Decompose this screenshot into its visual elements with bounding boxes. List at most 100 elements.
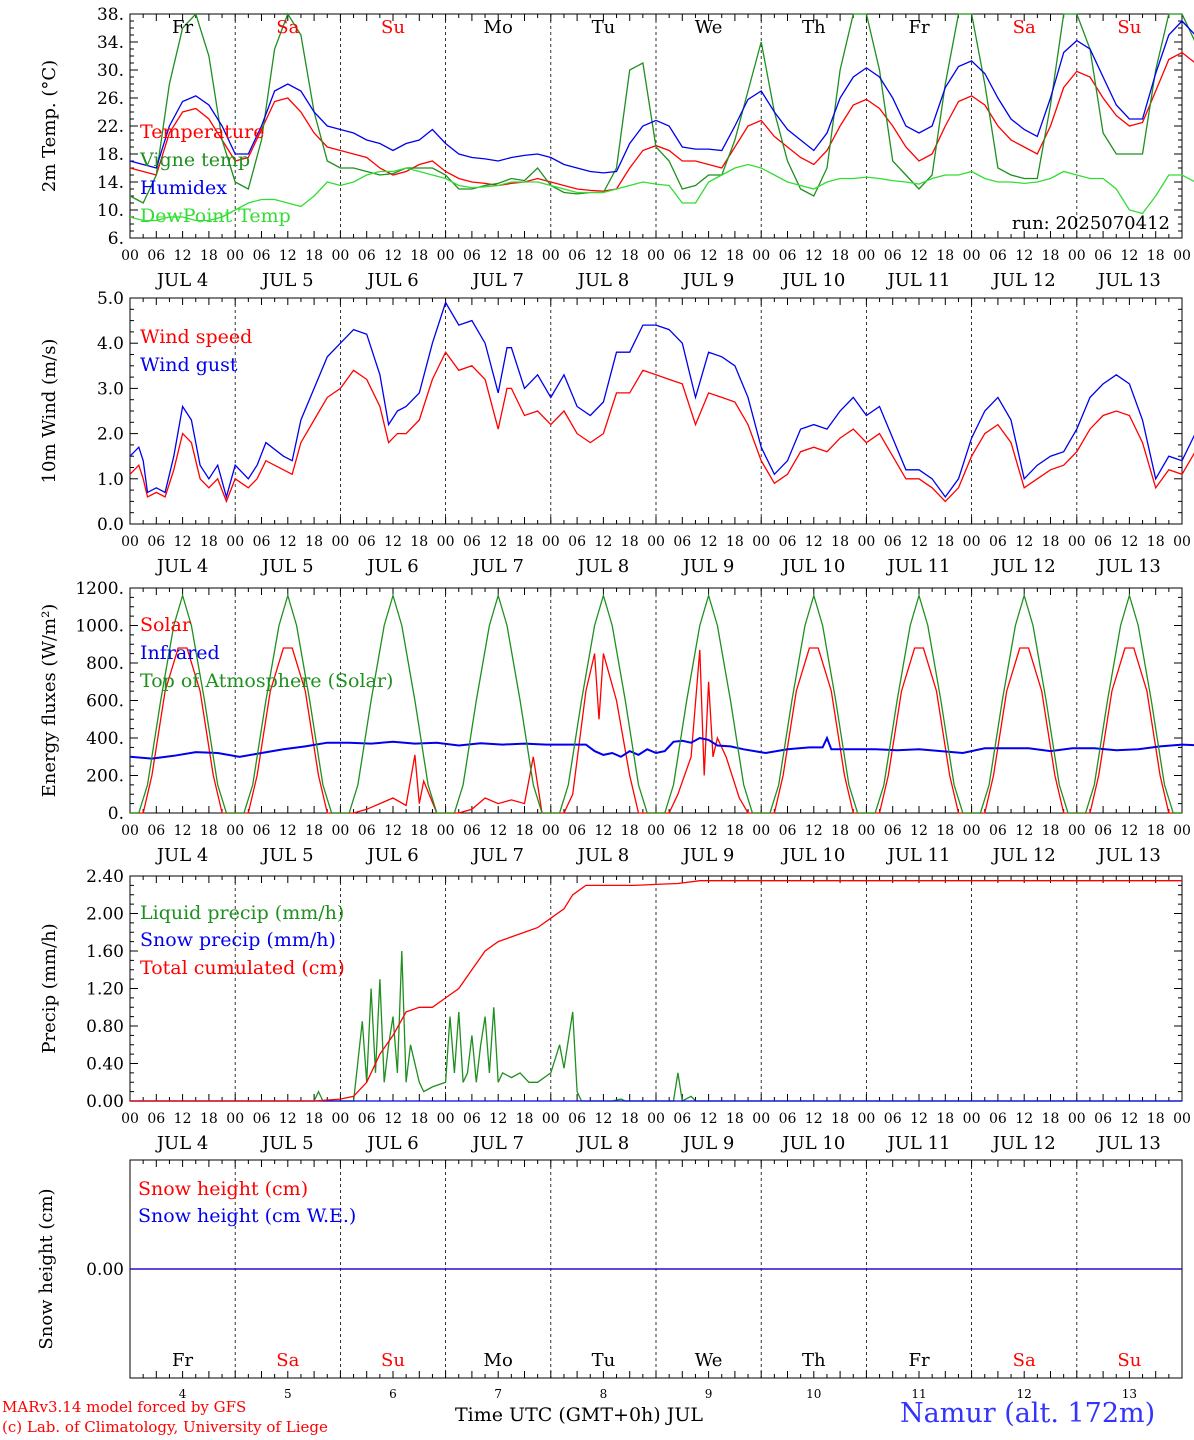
y-tick-label: 1.60 <box>86 942 124 962</box>
y-tick-label: 1.20 <box>86 980 124 1000</box>
hour-tick-label: 00 <box>542 823 560 839</box>
hour-tick-label: 06 <box>779 1111 797 1127</box>
y-tick-label: 10. <box>97 201 124 221</box>
hour-tick-label: 06 <box>463 823 481 839</box>
hour-tick-label: 12 <box>805 1111 823 1127</box>
legend-entry: Snow height (cm) <box>138 1178 308 1200</box>
series-line <box>129 20 1194 174</box>
hour-tick-label: 06 <box>1094 1111 1112 1127</box>
date-label: JUL 6 <box>365 556 419 577</box>
day-name-label: Fr <box>172 17 193 38</box>
hour-tick-label: 18 <box>200 534 218 550</box>
date-label: JUL 8 <box>576 1133 630 1154</box>
hour-tick-label: 12 <box>1015 823 1033 839</box>
hour-tick-label: 06 <box>989 823 1007 839</box>
legend-entry: Snow height (cm W.E.) <box>138 1205 356 1227</box>
legend-entry: Vigne temp <box>139 149 250 171</box>
hour-tick-label: 18 <box>621 1111 639 1127</box>
day-name-label: Su <box>381 1350 405 1371</box>
hour-tick-label: 12 <box>700 823 718 839</box>
hour-tick-label: 00 <box>857 823 875 839</box>
y-tick-label: 0. <box>108 804 124 824</box>
hour-tick-label: 18 <box>200 248 218 264</box>
legend-entry: Wind speed <box>140 326 252 348</box>
hour-tick-label: 00 <box>1173 248 1191 264</box>
y-axis-title: Snow height (cm) <box>36 1188 57 1349</box>
panel-5: 0.00 Snow height (cm) Snow height (cm) Snow… <box>36 1159 1183 1401</box>
day-name-label: Fr <box>908 1350 929 1371</box>
series-line <box>130 880 1182 1102</box>
y-tick-label: 1200. <box>75 579 124 599</box>
hour-tick-label: 18 <box>936 1111 954 1127</box>
hour-tick-label: 06 <box>147 823 165 839</box>
date-label: JUL 5 <box>260 556 314 577</box>
hour-tick-label: 18 <box>305 534 323 550</box>
date-label: JUL 13 <box>1096 270 1161 291</box>
hour-tick-label: 06 <box>147 534 165 550</box>
legend-entry: Infrared <box>140 642 220 664</box>
hour-tick-label: 06 <box>253 823 271 839</box>
legend-entry: Temperature <box>140 121 264 143</box>
date-label: JUL 7 <box>470 556 524 577</box>
hour-tick-label: 18 <box>516 248 534 264</box>
hour-tick-label: 00 <box>1068 534 1086 550</box>
credit-line-1: MARv3.14 model forced by GFS <box>2 1398 247 1416</box>
series-line <box>129 300 1194 500</box>
y-tick-label: 30. <box>97 61 124 81</box>
hour-tick-label: 00 <box>752 1111 770 1127</box>
hour-tick-label: 00 <box>331 248 349 264</box>
hour-tick-label: 18 <box>936 823 954 839</box>
day-name-label: Mo <box>484 1350 513 1371</box>
hour-tick-label: 00 <box>437 534 455 550</box>
hour-tick-label: 06 <box>673 534 691 550</box>
hour-tick-label: 06 <box>779 534 797 550</box>
hour-tick-label: 00 <box>437 248 455 264</box>
date-number-label: 7 <box>494 1387 502 1401</box>
hour-tick-label: 06 <box>1094 823 1112 839</box>
y-axis-title: Energy fluxes (W/m²) <box>39 604 60 798</box>
day-name-label: Sa <box>1013 17 1036 38</box>
hour-tick-label: 18 <box>1042 1111 1060 1127</box>
date-label: JUL 8 <box>576 845 630 866</box>
hour-tick-label: 18 <box>305 823 323 839</box>
date-label: JUL 6 <box>365 270 419 291</box>
hour-tick-label: 12 <box>1015 248 1033 264</box>
hour-tick-label: 12 <box>174 248 192 264</box>
hour-tick-label: 06 <box>568 248 586 264</box>
y-axis-title: Precip (mm/h) <box>39 923 60 1053</box>
hour-tick-label: 12 <box>805 534 823 550</box>
hour-tick-label: 06 <box>358 248 376 264</box>
day-name-label: Th <box>802 1350 826 1371</box>
hour-tick-label: 06 <box>884 1111 902 1127</box>
hour-tick-label: 06 <box>884 823 902 839</box>
hour-tick-label: 18 <box>1147 248 1165 264</box>
legend-entry: Solar <box>140 614 192 636</box>
hour-tick-label: 12 <box>594 823 612 839</box>
legend-entry: DewPoint Temp <box>140 205 291 227</box>
date-number-label: 4 <box>179 1387 187 1401</box>
day-name-label: Tu <box>592 1350 616 1371</box>
hour-tick-label: 06 <box>1094 248 1112 264</box>
hour-tick-label: 12 <box>489 534 507 550</box>
hour-tick-label: 00 <box>647 823 665 839</box>
date-label: JUL 6 <box>365 1133 419 1154</box>
hour-tick-label: 18 <box>726 534 744 550</box>
hour-tick-label: 12 <box>594 1111 612 1127</box>
hour-tick-label: 00 <box>857 1111 875 1127</box>
hour-tick-label: 06 <box>884 248 902 264</box>
date-label: JUL 12 <box>991 556 1056 577</box>
date-number-label: 11 <box>911 1387 926 1401</box>
date-label: JUL 10 <box>780 556 845 577</box>
hour-tick-label: 18 <box>726 823 744 839</box>
date-label: JUL 4 <box>155 556 209 577</box>
hour-tick-label: 18 <box>410 534 428 550</box>
date-label: JUL 4 <box>155 270 209 291</box>
hour-tick-label: 00 <box>963 823 981 839</box>
y-tick-label: 14. <box>97 173 124 193</box>
panel-3: 1200. 1000. 800. 600. 400. 200. 0. Energy fluxe… <box>39 579 1194 866</box>
hour-tick-label: 00 <box>647 248 665 264</box>
hour-tick-label: 06 <box>253 1111 271 1127</box>
hour-tick-label: 12 <box>279 248 297 264</box>
hour-tick-label: 18 <box>516 1111 534 1127</box>
legend-entry: Top of Atmosphere (Solar) <box>140 670 393 692</box>
